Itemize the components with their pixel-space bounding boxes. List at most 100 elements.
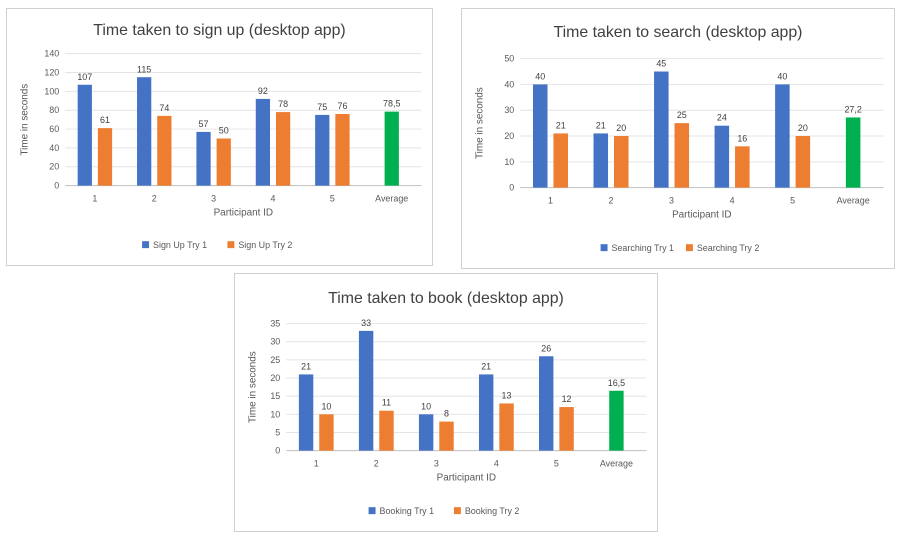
data-label: 21 (556, 120, 566, 130)
data-label: 40 (535, 71, 545, 81)
x-axis-title: Participant ID (437, 472, 496, 483)
bar (478, 374, 494, 451)
chart-title: Time taken to sign up (desktop app) (93, 22, 345, 39)
bar (379, 410, 394, 451)
x-tick-label: 4 (730, 195, 735, 205)
x-tick-label: 2 (374, 459, 379, 469)
bar (196, 131, 211, 186)
bar (613, 136, 629, 188)
y-tick-label: 30 (270, 337, 280, 347)
bar (539, 356, 554, 451)
data-label: 74 (159, 103, 169, 113)
average-bar (384, 111, 399, 186)
y-tick-label: 35 (270, 319, 280, 329)
legend-swatch (368, 507, 376, 515)
legend-label: Booking Try 1 (380, 506, 435, 516)
data-label: 12 (562, 394, 572, 404)
bar (77, 84, 92, 186)
data-label: 21 (596, 120, 606, 130)
average-label: 78,5 (383, 99, 400, 109)
bar (216, 138, 231, 186)
bar (775, 84, 790, 188)
x-tick-label: Average (375, 193, 408, 203)
chart-title: Time taken to search (desktop app) (554, 24, 803, 41)
x-axis-title: Participant ID (214, 207, 273, 218)
data-label: 20 (798, 123, 808, 133)
legend-swatch (227, 241, 235, 249)
legend-label: Booking Try 2 (465, 506, 520, 516)
data-label: 78 (278, 99, 288, 109)
data-label: 25 (677, 110, 687, 120)
bar (674, 123, 690, 188)
y-tick-label: 10 (270, 409, 280, 419)
average-bar (845, 117, 861, 188)
bar (499, 403, 514, 451)
data-label: 13 (502, 390, 512, 400)
search-chart-svg: Time taken to search (desktop app) 0 10 20 3… (475, 24, 884, 253)
bar (335, 113, 350, 186)
x-tick-label: 3 (211, 193, 216, 203)
bar (714, 125, 730, 188)
y-axis-title: Time in seconds (475, 87, 486, 159)
x-tick-label: 1 (314, 459, 319, 469)
y-tick-label: 80 (49, 105, 59, 115)
x-tick-label: 3 (669, 195, 674, 205)
bar (553, 133, 568, 188)
data-label: 24 (717, 113, 727, 123)
data-label: 45 (656, 59, 666, 69)
search-chart: Time taken to search (desktop app) 0 10 20 3… (461, 8, 895, 269)
legend-swatch (142, 241, 150, 249)
bar (275, 112, 291, 186)
bar (298, 374, 314, 451)
y-tick-label: 0 (509, 183, 514, 193)
data-label: 16 (737, 133, 747, 143)
data-label: 21 (301, 361, 311, 371)
legend-label: Searching Try 2 (697, 243, 760, 253)
x-tick-label: 2 (609, 195, 614, 205)
x-tick-label: 1 (548, 195, 553, 205)
x-tick-label: 5 (554, 459, 559, 469)
data-label: 26 (541, 343, 551, 353)
bar (593, 133, 609, 188)
legend-swatch (685, 244, 693, 252)
x-tick-label: Average (600, 459, 633, 469)
average-bar (609, 390, 624, 451)
y-axis-title: Time in seconds (20, 84, 31, 156)
data-label: 61 (100, 115, 110, 125)
data-label: 92 (258, 86, 268, 96)
chart-title: Time taken to book (desktop app) (328, 290, 564, 307)
x-tick-label: 2 (152, 193, 157, 203)
data-label: 11 (382, 398, 391, 408)
x-tick-label: 4 (494, 459, 499, 469)
x-tick-label: 3 (434, 459, 439, 469)
bar (654, 71, 669, 188)
legend-swatch (453, 507, 461, 515)
y-tick-label: 60 (49, 124, 59, 134)
data-label: 50 (219, 126, 229, 136)
book-chart: Time taken to book (desktop app) 0 5 10 15 20… (234, 273, 658, 532)
y-tick-label: 20 (504, 131, 514, 141)
y-tick-label: 120 (44, 67, 59, 77)
data-label: 33 (361, 318, 371, 328)
y-tick-label: 0 (275, 446, 280, 456)
data-label: 76 (338, 101, 348, 111)
bar (735, 146, 750, 188)
legend-label: Sign Up Try 1 (153, 240, 207, 250)
y-tick-label: 20 (49, 162, 59, 172)
x-tick-label: Average (837, 195, 870, 205)
data-label: 40 (777, 71, 787, 81)
average-label: 27,2 (844, 104, 861, 114)
x-tick-label: 5 (330, 193, 335, 203)
data-label: 107 (77, 72, 92, 82)
y-tick-label: 40 (504, 79, 514, 89)
x-tick-label: 1 (92, 193, 97, 203)
data-label: 10 (321, 401, 331, 411)
data-label: 115 (137, 64, 151, 74)
bar (418, 414, 434, 451)
bar (559, 407, 574, 451)
bar (137, 77, 152, 186)
bar (315, 114, 330, 186)
bar (97, 128, 113, 186)
data-label: 8 (444, 409, 449, 419)
bar (319, 414, 334, 451)
